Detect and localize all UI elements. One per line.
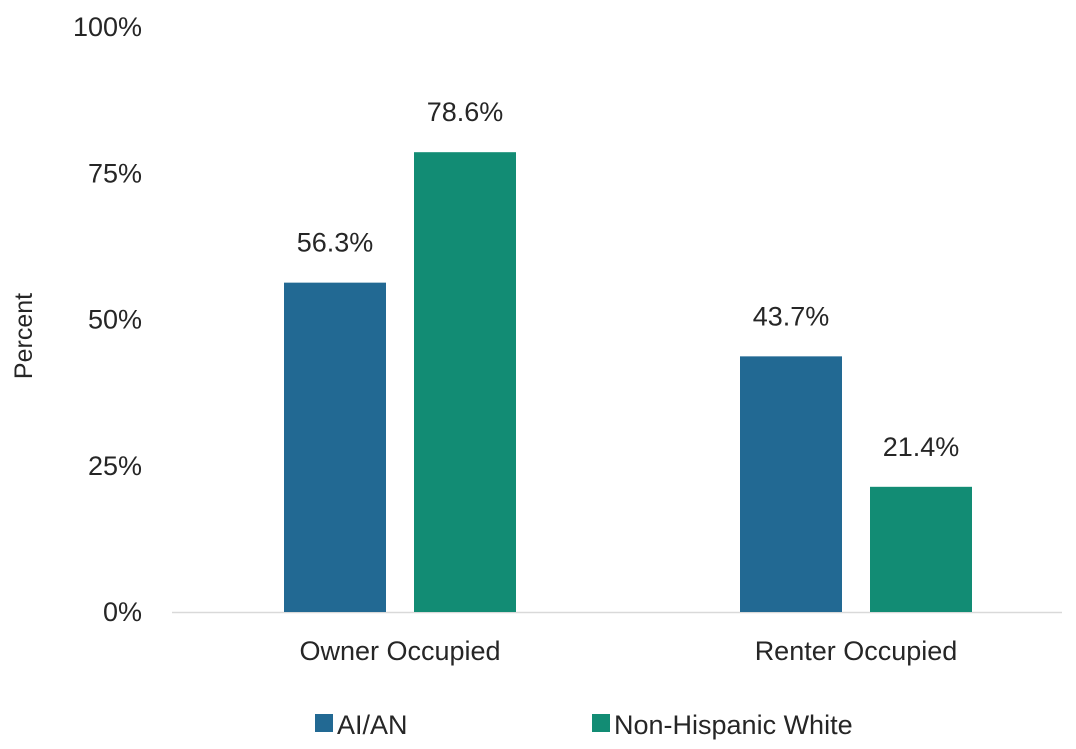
- data-label: 56.3%: [297, 228, 374, 258]
- bar-aian-renter: [740, 356, 842, 612]
- y-tick-label: 25%: [88, 451, 142, 481]
- data-label: 21.4%: [883, 432, 960, 462]
- bar-aian-owner: [284, 282, 386, 612]
- legend-label: AI/AN: [337, 710, 408, 740]
- data-label: 43.7%: [753, 301, 830, 331]
- data-label: 78.6%: [427, 97, 504, 127]
- legend-swatch: [315, 714, 333, 732]
- y-tick-label: 0%: [103, 597, 142, 627]
- x-tick-label: Owner Occupied: [299, 636, 500, 666]
- y-axis-title: Percent: [10, 293, 38, 379]
- legend-label: Non-Hispanic White: [614, 710, 853, 740]
- y-tick-label: 75%: [88, 158, 142, 188]
- x-tick-label: Renter Occupied: [755, 636, 958, 666]
- y-tick-label: 50%: [88, 305, 142, 335]
- y-tick-label: 100%: [73, 12, 142, 42]
- bar-nh-white-owner: [414, 152, 516, 612]
- bar-nh-white-renter: [870, 486, 972, 612]
- legend-swatch: [592, 714, 610, 732]
